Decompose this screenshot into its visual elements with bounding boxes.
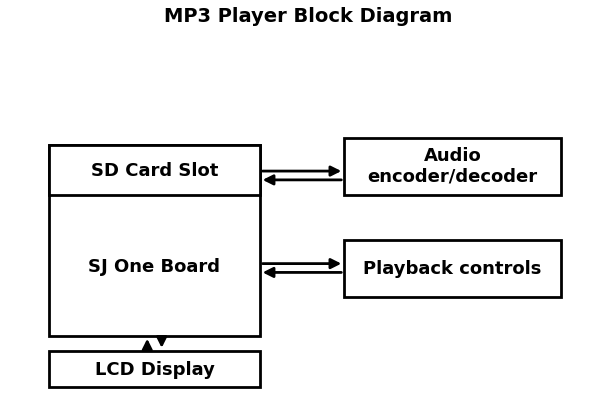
FancyBboxPatch shape <box>344 241 561 298</box>
FancyBboxPatch shape <box>49 146 260 195</box>
Text: LCD Display: LCD Display <box>94 360 214 378</box>
Text: SJ One Board: SJ One Board <box>89 258 221 276</box>
FancyBboxPatch shape <box>344 138 561 195</box>
FancyBboxPatch shape <box>49 351 260 387</box>
Title: MP3 Player Block Diagram: MP3 Player Block Diagram <box>164 7 452 26</box>
FancyBboxPatch shape <box>49 146 260 336</box>
Text: Audio
encoder/decoder: Audio encoder/decoder <box>368 146 538 185</box>
Text: Playback controls: Playback controls <box>363 259 541 277</box>
Text: SD Card Slot: SD Card Slot <box>91 162 218 180</box>
